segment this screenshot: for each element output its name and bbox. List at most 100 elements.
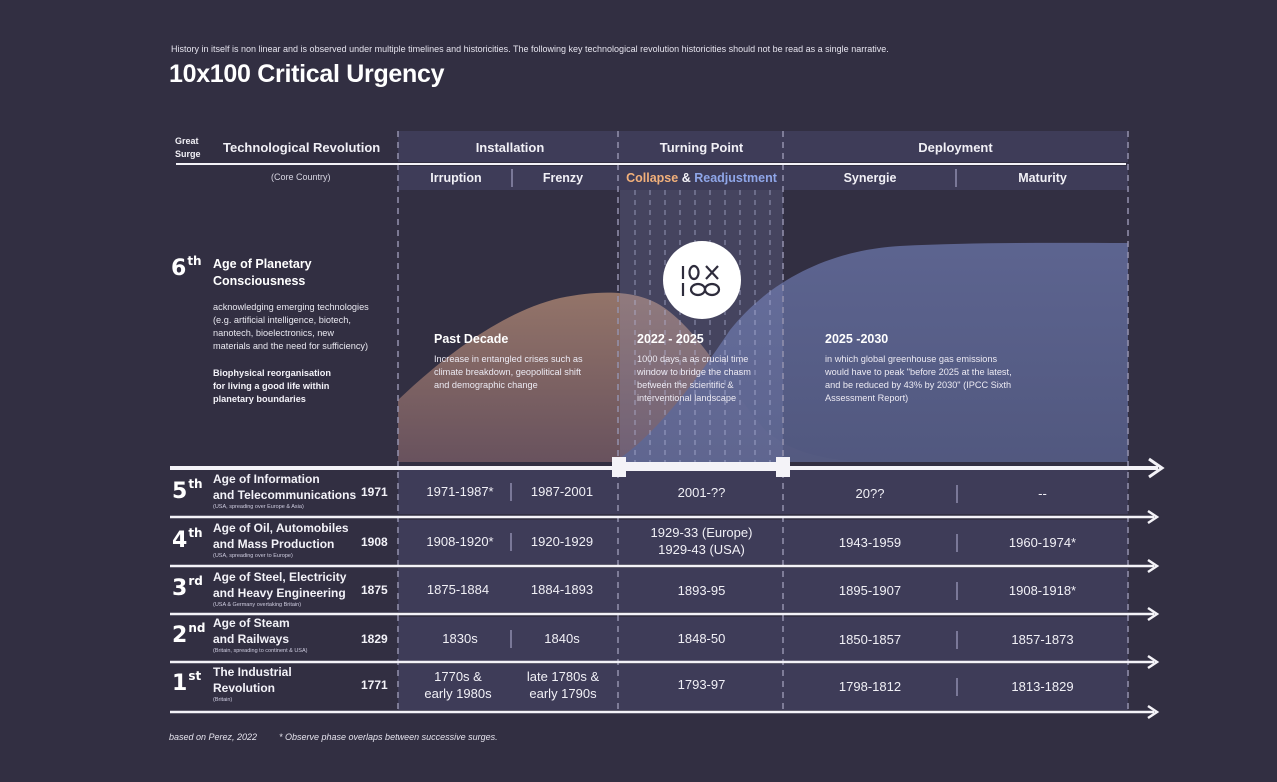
phase-heading: 2025 -2030 xyxy=(825,332,889,346)
ampersand-label: & xyxy=(681,171,691,185)
turning-point-marker-right xyxy=(776,457,790,477)
page-title: 10x100 Critical Urgency xyxy=(169,60,445,88)
maturity-header: Maturity xyxy=(1018,171,1067,185)
turning-cell: 1793-97 xyxy=(677,677,726,692)
maturity-cell: -- xyxy=(1038,486,1047,501)
row-year: 1875 xyxy=(361,583,388,597)
row-band-3 xyxy=(398,568,1128,612)
synergie-cell: 1895-1907 xyxy=(838,583,902,598)
sixth-bio-text: Biophysical reorganisation for living a g… xyxy=(213,368,331,404)
synergie-cell: 1798-1812 xyxy=(838,679,902,694)
row-year: 1829 xyxy=(361,632,388,646)
phase-heading: 2022 - 2025 xyxy=(637,332,704,346)
row-name: Age of Steam and Railways xyxy=(213,616,290,646)
row-band-2 xyxy=(398,617,1128,661)
readjustment-label: Readjustment xyxy=(694,171,777,185)
sixth-ordinal: 6th xyxy=(171,254,202,281)
footer-note: * Observe phase overlaps between success… xyxy=(279,732,498,742)
turning-point-highlight xyxy=(620,190,783,462)
turning-point-header: Turning Point xyxy=(659,140,744,155)
cell-divider xyxy=(956,582,958,600)
row-ordinal: 5th xyxy=(172,477,203,504)
row-ordinal: 4th xyxy=(172,526,203,553)
irruption-cell: 1770s & early 1980s xyxy=(424,669,492,701)
row-band-5 xyxy=(398,470,1128,514)
row-band-1 xyxy=(398,664,1128,710)
row-core-country: (Britain, spreading to continent & USA) xyxy=(213,648,308,654)
synergie-header: Synergie xyxy=(843,171,897,185)
turning-cell: 1929-33 (Europe) 1929-43 (USA) xyxy=(650,525,753,557)
phase-2022-2025: 2022 - 2025 1000 days a as crucial time w… xyxy=(637,332,782,405)
row-name: Age of Steel, Electricity and Heavy Engin… xyxy=(213,570,347,600)
collapse-label: Collapse xyxy=(626,171,679,185)
surge-row-1: 1st The Industrial Revolution (Britain) 1… xyxy=(0,664,1277,710)
cell-divider xyxy=(956,485,958,503)
row-core-country: (USA & Germany overtaking Britain) xyxy=(213,602,302,608)
cell-divider xyxy=(510,630,512,648)
row-core-country: (USA, spreading over to Europe) xyxy=(213,553,293,559)
frenzy-cell: 1920-1929 xyxy=(530,534,594,549)
irruption-cell: 1971-1987* xyxy=(426,484,494,499)
phase-2025-2030: 2025 -2030 in which global greenhouse ga… xyxy=(825,332,1065,405)
irruption-cell: 1830s xyxy=(442,631,478,646)
maturity-cell: 1813-1829 xyxy=(1011,679,1074,694)
row-ordinal: 1st xyxy=(172,669,202,696)
synergie-cell: 1850-1857 xyxy=(838,632,902,647)
surge-row-2: 2nd Age of Steam and Railways (Britain, s… xyxy=(0,616,1277,661)
cell-divider xyxy=(956,678,958,696)
turning-cell: 2001-?? xyxy=(677,485,726,500)
footer-source: based on Perez, 2022 xyxy=(169,732,258,742)
header-divider-1 xyxy=(511,169,513,187)
surge-row-3: 3rd Age of Steel, Electricity and Heavy E… xyxy=(0,568,1277,612)
row-year: 1971 xyxy=(361,485,388,499)
frenzy-header: Frenzy xyxy=(542,171,584,185)
core-country-label: (Core Country) xyxy=(271,172,331,182)
header-band-bottom xyxy=(398,166,1128,190)
header-divider-2 xyxy=(955,169,957,187)
installation-header: Installation xyxy=(475,140,545,155)
row-ordinal: 2nd xyxy=(172,621,206,648)
row-band-4 xyxy=(398,520,1128,564)
row-year: 1908 xyxy=(361,535,388,549)
10x100-logo-icon xyxy=(663,241,741,319)
sixth-name: Age of Planetary Consciousness xyxy=(213,257,312,288)
technological-revolution-label: Technological Revolution xyxy=(223,140,381,155)
row-name: Age of Oil, Automobiles and Mass Producti… xyxy=(213,521,349,551)
cell-divider xyxy=(510,483,512,501)
sixth-description: acknowledging emerging technologies (e.g.… xyxy=(213,302,369,351)
irruption-cell: 1875-1884 xyxy=(426,582,490,597)
irruption-header: Irruption xyxy=(430,171,482,185)
header-band-top xyxy=(398,131,1128,162)
maturity-cell: 1960-1974* xyxy=(1008,535,1077,550)
row-name: The Industrial Revolution xyxy=(213,665,292,695)
intro-text: History in itself is non linear and is o… xyxy=(171,44,889,54)
cell-divider xyxy=(956,534,958,552)
phase-text: Increase in entangled crises such as clim… xyxy=(434,354,583,390)
irruption-cell: 1908-1920* xyxy=(426,534,494,549)
turning-cell: 1893-95 xyxy=(677,583,726,598)
row-core-country: (Britain) xyxy=(213,697,233,703)
deployment-wave xyxy=(614,242,1128,462)
synergie-cell: 1943-1959 xyxy=(838,535,902,550)
row-year: 1771 xyxy=(361,678,388,692)
row-name: Age of Information and Telecommunications xyxy=(213,472,357,502)
maturity-cell: 1908-1918* xyxy=(1008,583,1077,598)
frenzy-cell: late 1780s & early 1790s xyxy=(526,669,600,701)
phase-text: in which global greenhouse gas emissions… xyxy=(825,354,1012,403)
row-core-country: (USA, spreading over Europe & Asia) xyxy=(213,504,304,510)
frenzy-cell: 1987-2001 xyxy=(530,484,594,499)
cell-divider xyxy=(510,533,512,551)
turning-cell: 1848-50 xyxy=(677,631,726,646)
frenzy-cell: 1884-1893 xyxy=(530,582,594,597)
maturity-cell: 1857-1873 xyxy=(1011,632,1074,647)
great-surge-label: Great Surge xyxy=(175,136,201,159)
surge-row-5: 5th Age of Information and Telecommunicat… xyxy=(0,470,1277,514)
phase-past-decade: Past Decade Increase in entangled crises… xyxy=(434,332,614,392)
turning-point-marker-left xyxy=(612,457,626,477)
timeline-arrows xyxy=(170,163,1165,720)
cell-divider xyxy=(956,631,958,649)
collapse-readjustment-header: Collapse & Readjustment xyxy=(618,171,785,185)
phase-text: 1000 days a as crucial time window to bri… xyxy=(637,354,751,403)
synergie-cell: 20?? xyxy=(855,486,885,501)
